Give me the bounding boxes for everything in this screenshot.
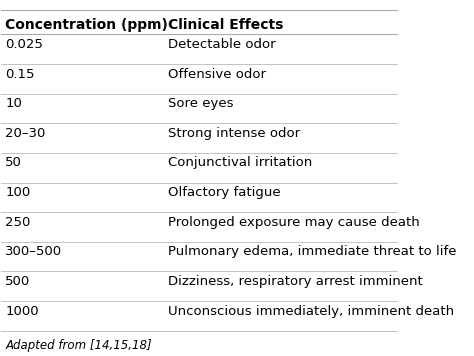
Text: Unconscious immediately, imminent death: Unconscious immediately, imminent death <box>168 304 454 318</box>
Text: Dizziness, respiratory arrest imminent: Dizziness, respiratory arrest imminent <box>168 275 422 288</box>
Text: Concentration (ppm): Concentration (ppm) <box>5 18 168 32</box>
Text: 1000: 1000 <box>5 304 39 318</box>
Text: Sore eyes: Sore eyes <box>168 97 233 110</box>
Text: 500: 500 <box>5 275 31 288</box>
Text: Adapted from [14,15,18]: Adapted from [14,15,18] <box>5 339 152 352</box>
Text: Olfactory fatigue: Olfactory fatigue <box>168 186 280 199</box>
Text: Detectable odor: Detectable odor <box>168 38 275 51</box>
Text: 20–30: 20–30 <box>5 127 46 140</box>
Text: 0.025: 0.025 <box>5 38 43 51</box>
Text: 300–500: 300–500 <box>5 245 63 258</box>
Text: 100: 100 <box>5 186 31 199</box>
Text: Offensive odor: Offensive odor <box>168 68 265 80</box>
Text: 50: 50 <box>5 156 22 169</box>
Text: Clinical Effects: Clinical Effects <box>168 18 283 32</box>
Text: Conjunctival irritation: Conjunctival irritation <box>168 156 312 169</box>
Text: 10: 10 <box>5 97 22 110</box>
Text: Strong intense odor: Strong intense odor <box>168 127 300 140</box>
Text: 250: 250 <box>5 216 31 229</box>
Text: Pulmonary edema, immediate threat to life: Pulmonary edema, immediate threat to lif… <box>168 245 456 258</box>
Text: Prolonged exposure may cause death: Prolonged exposure may cause death <box>168 216 419 229</box>
Text: 0.15: 0.15 <box>5 68 35 80</box>
